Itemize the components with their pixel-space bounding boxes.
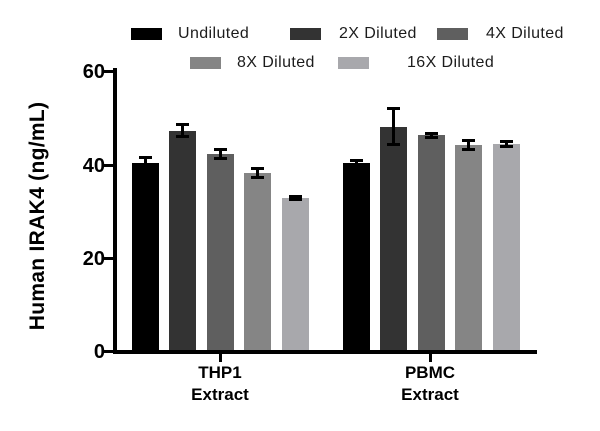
- x-group-label-line2: Extract: [191, 385, 249, 404]
- error-bar-cap: [251, 167, 265, 171]
- bar: [343, 163, 370, 352]
- error-bar: [355, 160, 358, 167]
- bar: [206, 153, 234, 352]
- legend-swatch-16x-diluted: [338, 57, 369, 69]
- bar: [244, 172, 272, 352]
- error-bar-cap: [288, 194, 302, 198]
- error-bar-cap: [350, 159, 363, 163]
- error-bar: [144, 157, 147, 168]
- error-bar: [467, 140, 471, 150]
- legend-item-16x-diluted: 16X Diluted: [338, 54, 495, 71]
- error-bar-cap: [499, 144, 513, 148]
- legend-item-2x-diluted: 2X Diluted: [290, 25, 417, 42]
- error-bar-cap: [251, 175, 265, 179]
- error-bar-cap: [176, 135, 190, 139]
- legend-label: 8X Diluted: [237, 54, 315, 71]
- y-tick-mark: [103, 164, 113, 167]
- legend-item-4x-diluted: 4X Diluted: [437, 25, 564, 42]
- error-bar-cap: [213, 147, 227, 151]
- legend-label: 2X Diluted: [339, 25, 417, 42]
- bar: [492, 143, 520, 352]
- error-bar: [392, 108, 396, 145]
- y-tick-label-0: 0: [93, 341, 105, 363]
- error-bar-cap: [387, 142, 401, 146]
- legend-item-undiluted: Undiluted: [131, 25, 250, 42]
- error-bar-cap: [213, 156, 227, 160]
- x-group-label-thp1: THP1 Extract: [145, 362, 295, 406]
- bar: [417, 135, 445, 352]
- x-tick-mark-thp1: [219, 354, 222, 362]
- error-bar-cap: [462, 139, 476, 143]
- error-bar: [429, 133, 433, 138]
- x-group-label-pbmc: PBMC Extract: [355, 362, 505, 406]
- x-group-label-line1: THP1: [198, 363, 242, 382]
- legend-swatch-4x-diluted: [437, 28, 468, 40]
- error-bar-cap: [387, 107, 401, 111]
- legend-swatch-2x-diluted: [290, 28, 321, 40]
- error-bar-cap: [424, 131, 438, 135]
- bar: [380, 126, 408, 352]
- error-bar: [181, 124, 185, 137]
- error-bar: [256, 168, 260, 177]
- error-bar: [293, 196, 297, 200]
- error-bar: [504, 141, 508, 147]
- error-bar-cap: [288, 198, 302, 202]
- bar: [169, 130, 197, 352]
- error-bar: [218, 149, 222, 159]
- y-tick-label-40: 40: [82, 155, 105, 177]
- error-bar-cap: [424, 136, 438, 140]
- y-axis-line: [113, 68, 117, 354]
- error-bar-cap: [139, 165, 152, 169]
- legend-label: Undiluted: [178, 25, 250, 42]
- error-bar-cap: [462, 148, 476, 152]
- legend-swatch-8x-diluted: [190, 57, 221, 69]
- error-bar-cap: [139, 156, 152, 160]
- error-bar-cap: [176, 123, 190, 127]
- legend-swatch-undiluted: [131, 28, 162, 40]
- y-tick-mark: [103, 70, 113, 73]
- bar: [132, 162, 159, 352]
- legend-label: 16X Diluted: [407, 54, 495, 71]
- y-tick-label-20: 20: [82, 248, 105, 270]
- error-bar-cap: [350, 164, 363, 168]
- x-axis-line: [113, 350, 537, 354]
- bar: [281, 198, 309, 352]
- x-group-label-line2: Extract: [401, 385, 459, 404]
- y-tick-mark: [103, 257, 113, 260]
- y-tick-label-60: 60: [82, 61, 105, 83]
- x-group-label-line1: PBMC: [404, 363, 456, 382]
- legend-item-8x-diluted: 8X Diluted: [190, 54, 315, 71]
- y-axis-title: Human IRAK4 (ng/mL): [26, 101, 49, 331]
- bar: [455, 145, 483, 352]
- y-tick-mark: [103, 350, 113, 353]
- legend-label: 4X Diluted: [486, 25, 564, 42]
- error-bar-cap: [499, 140, 513, 144]
- x-tick-mark-pbmc: [429, 354, 432, 362]
